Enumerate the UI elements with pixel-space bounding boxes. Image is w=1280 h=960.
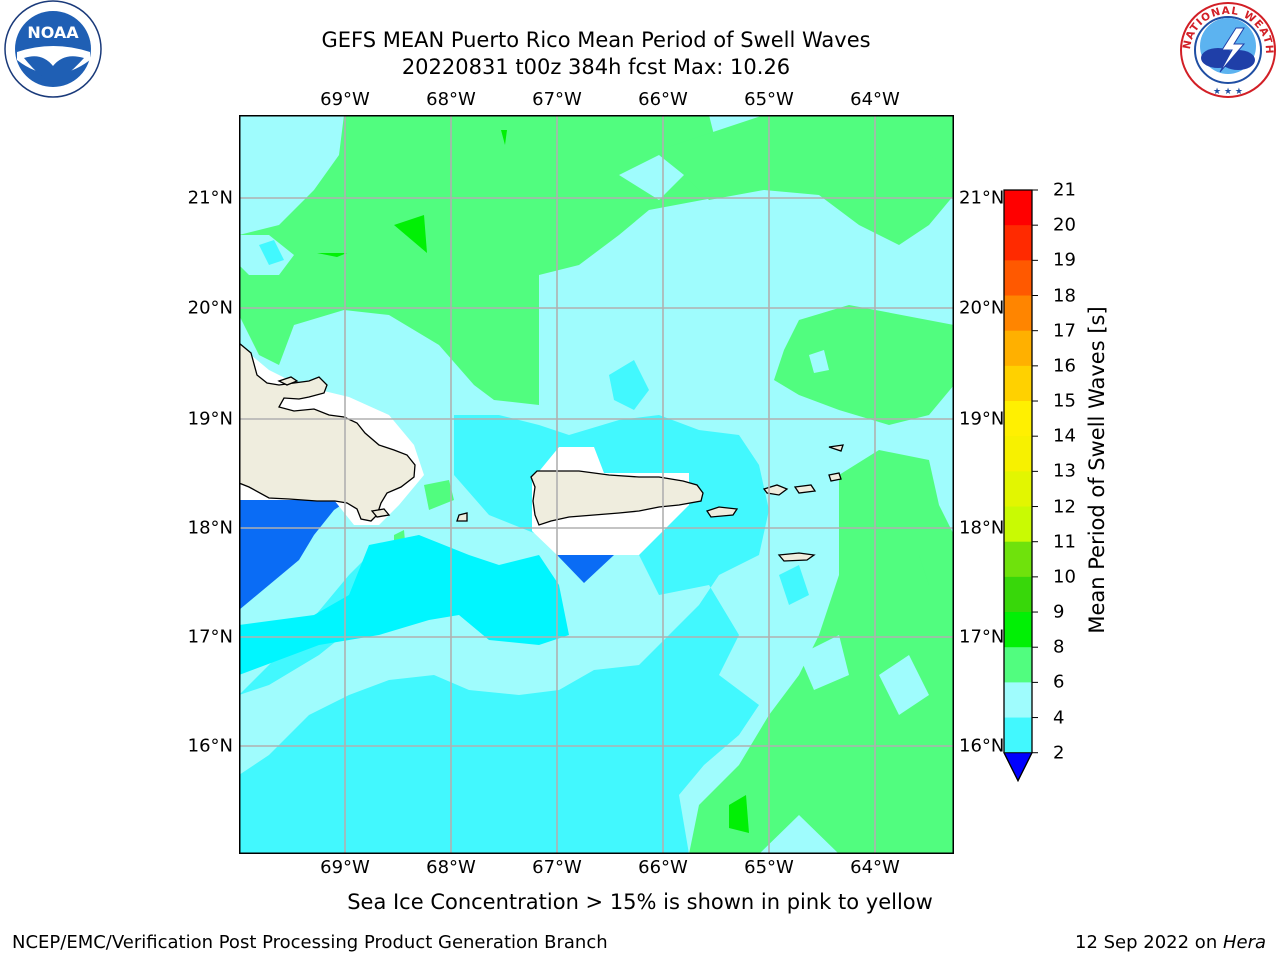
lat-label-right: 18°N: [959, 517, 1005, 539]
lat-label-left: 21°N: [187, 187, 233, 209]
nws-logo-icon: NATIONAL WEATHER SERVICE ★ ★ ★: [1178, 0, 1276, 98]
colorbar-tick-label: 17: [1053, 320, 1076, 342]
colorbar-band: [1004, 717, 1032, 754]
lat-label-right: 20°N: [959, 297, 1005, 319]
credit-text: NCEP/EMC/Verification Post Processing Pr…: [12, 932, 608, 953]
colorbar-tick-label: 19: [1053, 249, 1076, 271]
svg-text:NOAA: NOAA: [27, 23, 79, 42]
colorbar-under-triangle: [1003, 752, 1033, 782]
host-name: Hera: [1222, 932, 1266, 953]
date-text: 12 Sep 2022 on: [1075, 932, 1223, 953]
lon-label-bottom: 69°W: [320, 857, 370, 878]
land: [239, 342, 844, 562]
lon-label-top: 69°W: [320, 89, 370, 110]
lat-label-right: 16°N: [959, 735, 1005, 757]
lat-label-left: 17°N: [187, 626, 233, 648]
colorbar-tick-label: 13: [1053, 460, 1076, 482]
colorbar-band: [1004, 401, 1032, 437]
lon-label-top: 68°W: [426, 89, 476, 110]
date-stamp: 12 Sep 2022 on Hera: [1075, 932, 1266, 953]
colorbar-band: [1004, 190, 1032, 226]
lon-label-bottom: 64°W: [850, 857, 900, 878]
lon-label-top: 64°W: [850, 89, 900, 110]
colorbar-tick-label: 16: [1053, 355, 1076, 377]
map-frame: [239, 115, 954, 854]
lat-label-right: 19°N: [959, 408, 1005, 430]
lon-label-top: 67°W: [532, 89, 582, 110]
hispaniola-land: [239, 342, 416, 522]
colorbar-band: [1004, 682, 1032, 719]
colorbar: [1003, 189, 1038, 783]
colorbar-tick-label: 15: [1053, 390, 1076, 412]
colorbar-band: [1004, 576, 1032, 613]
colorbar-band: [1004, 647, 1032, 683]
colorbar-tick-label: 20: [1053, 214, 1076, 236]
colorbar-band: [1004, 436, 1032, 472]
colorbar-band: [1004, 541, 1032, 578]
lat-label-right: 21°N: [959, 187, 1005, 209]
colorbar-band: [1004, 295, 1032, 332]
colorbar-band: [1004, 471, 1032, 508]
colorbar-band: [1004, 225, 1032, 261]
chart-title: GEFS MEAN Puerto Rico Mean Period of Swe…: [321, 28, 871, 52]
colorbar-tick-label: 4: [1053, 707, 1065, 729]
graticule: [239, 115, 954, 854]
swell-field-10-11: [317, 130, 749, 833]
lat-label-left: 19°N: [187, 408, 233, 430]
colorbar-tick-label: 12: [1053, 496, 1076, 518]
noaa-logo-icon: NOAA: [4, 0, 102, 98]
lon-label-top: 66°W: [638, 89, 688, 110]
sea-ice-note: Sea Ice Concentration > 15% is shown in …: [347, 890, 933, 914]
colorbar-band: [1004, 330, 1032, 367]
colorbar-frame: [1003, 189, 1033, 783]
colorbar-band: [1004, 612, 1032, 648]
lon-label-bottom: 66°W: [638, 857, 688, 878]
lat-label-left: 20°N: [187, 297, 233, 319]
colorbar-tick-label: 9: [1053, 601, 1065, 623]
lon-label-bottom: 68°W: [426, 857, 476, 878]
colorbar-band: [1004, 506, 1032, 543]
lat-label-right: 17°N: [959, 626, 1005, 648]
colorbar-tick-label: 10: [1053, 566, 1076, 588]
lon-label-top: 65°W: [744, 89, 794, 110]
colorbar-tick-label: 14: [1053, 425, 1076, 447]
colorbar-tick-label: 21: [1053, 179, 1076, 201]
colorbar-label: Mean Period of Swell Waves [s]: [1085, 306, 1109, 634]
svg-text:★ ★ ★: ★ ★ ★: [1213, 87, 1243, 97]
colorbar-band: [1004, 260, 1032, 297]
colorbar-tick-label: 2: [1053, 742, 1065, 764]
colorbar-tick-label: 11: [1053, 531, 1076, 553]
colorbar-band: [1004, 365, 1032, 402]
colorbar-tick-label: 18: [1053, 285, 1076, 307]
puerto-rico-land: [530, 470, 704, 526]
chart-subtitle: 20220831 t00z 384h fcst Max: 10.26: [401, 55, 791, 79]
map-plot: [239, 115, 954, 854]
lon-label-bottom: 67°W: [532, 857, 582, 878]
lon-label-bottom: 65°W: [744, 857, 794, 878]
colorbar-tick-label: 6: [1053, 671, 1065, 693]
lat-label-left: 16°N: [187, 735, 233, 757]
lat-label-left: 18°N: [187, 517, 233, 539]
colorbar-tick-label: 8: [1053, 636, 1065, 658]
